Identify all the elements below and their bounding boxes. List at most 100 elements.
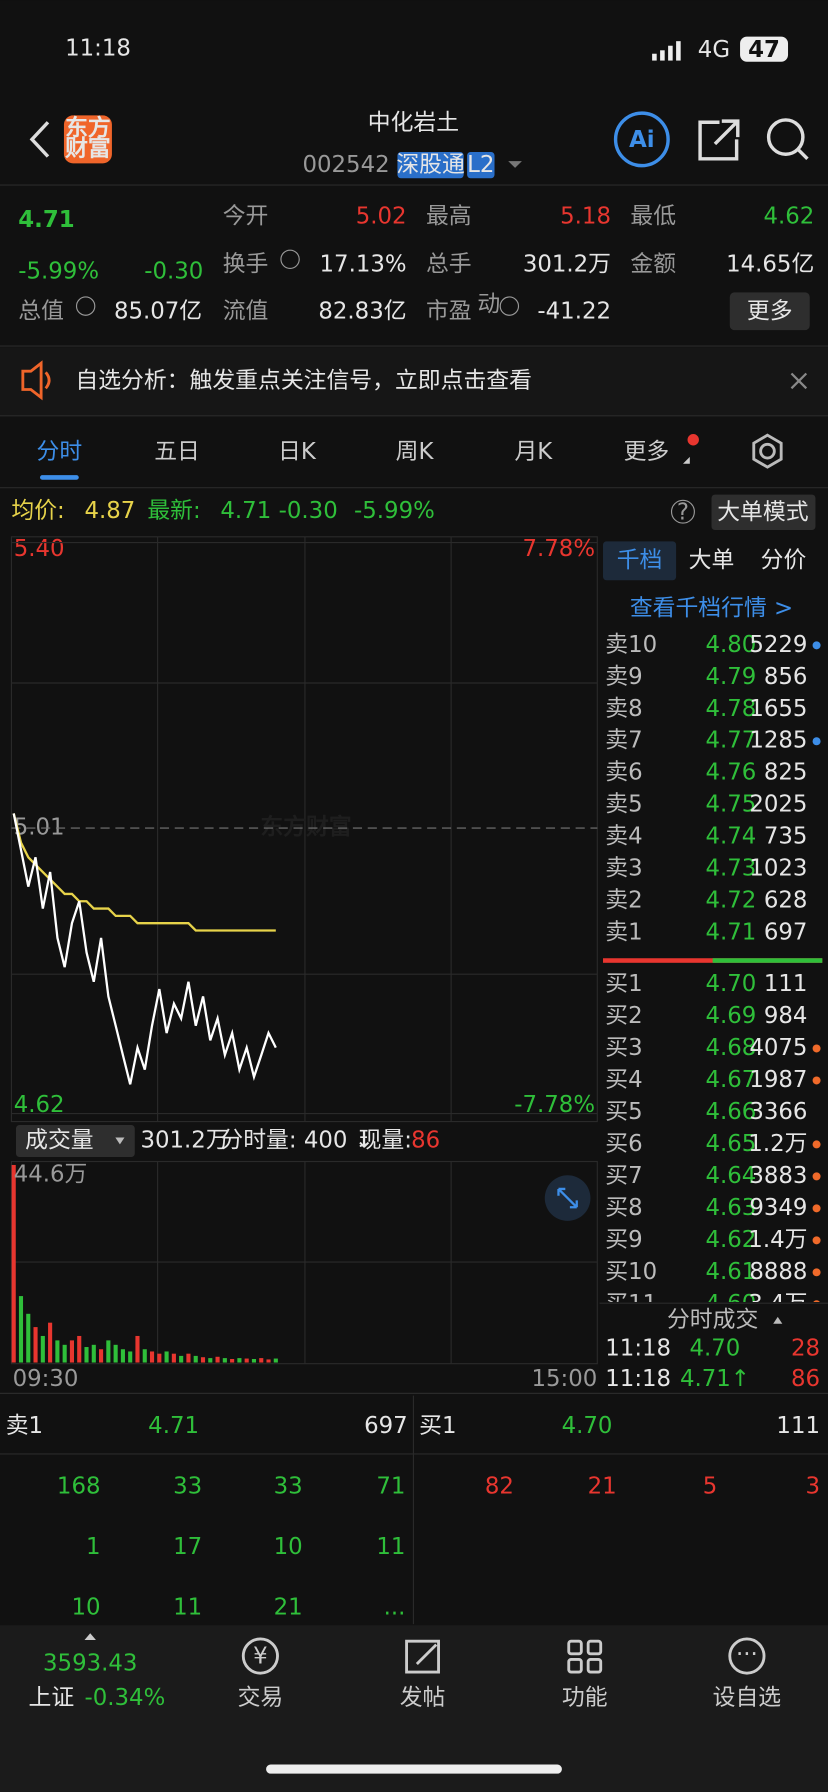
book-dot xyxy=(812,1204,821,1213)
volume-bar xyxy=(48,1322,53,1363)
volume-bar xyxy=(33,1327,38,1363)
volume-bar xyxy=(193,1355,198,1363)
level: L2 xyxy=(467,152,494,178)
trade-price: 4.71↑ xyxy=(680,1366,750,1392)
book-tab[interactable]: 千档 xyxy=(617,547,663,573)
search-button[interactable] xyxy=(766,118,809,161)
nav-icons xyxy=(241,1637,766,1675)
nav-item[interactable]: 设自选 xyxy=(713,1685,782,1711)
volume-bar xyxy=(77,1335,82,1363)
trades-toggle[interactable] xyxy=(773,1316,783,1324)
banner[interactable] xyxy=(0,347,828,416)
volume-bar xyxy=(157,1353,162,1363)
volume-bar xyxy=(179,1355,184,1363)
share-button[interactable] xyxy=(698,119,740,161)
help-button[interactable] xyxy=(670,499,695,524)
volume-bar xyxy=(40,1335,45,1363)
bottom-volume: 697 xyxy=(364,1413,408,1439)
tab[interactable]: 周K xyxy=(396,439,435,465)
book-level: 卖8 xyxy=(605,696,642,722)
logo-text: 东方 xyxy=(65,115,111,142)
queue-volume: 82 xyxy=(485,1474,514,1500)
stat-value: 4.62 xyxy=(763,204,814,230)
book-level: 卖4 xyxy=(605,824,642,850)
total-volume: 301.2万 xyxy=(140,1127,228,1153)
book-level: 卖9 xyxy=(605,664,642,690)
book-price: 4.68 xyxy=(706,1035,757,1061)
network: 4G xyxy=(698,37,730,63)
x-label-end: 15:00 xyxy=(532,1366,598,1392)
stat-label: 总值 xyxy=(18,298,64,324)
ai-icon: Ai xyxy=(629,127,655,153)
tab[interactable]: 分时 xyxy=(37,439,83,465)
volume-bar xyxy=(69,1340,75,1363)
bottom-volume: 111 xyxy=(776,1413,820,1439)
book-tab[interactable]: 大单 xyxy=(689,547,735,573)
volume-bar xyxy=(135,1335,140,1363)
book-price: 4.67 xyxy=(706,1067,757,1093)
tab[interactable]: 日K xyxy=(278,439,317,465)
volume-bar xyxy=(26,1313,31,1363)
book-volume: 2025 xyxy=(749,792,807,818)
book-volume: 825 xyxy=(764,760,808,786)
signal-icon xyxy=(652,41,681,61)
back-button[interactable] xyxy=(29,121,50,158)
logo-text: 财富 xyxy=(65,135,111,162)
stock-title: 中化岩土 xyxy=(368,110,459,136)
nav-item[interactable]: 功能 xyxy=(562,1685,608,1711)
latest-label: 最新: xyxy=(147,498,200,524)
nav-item[interactable]: 发帖 xyxy=(400,1685,446,1711)
book-divider-buy xyxy=(712,958,823,963)
book-price: 4.63 xyxy=(706,1195,757,1221)
book-dot xyxy=(812,1172,821,1181)
more-label: 更多 xyxy=(747,298,793,324)
book-volume: 984 xyxy=(764,1003,808,1029)
book-volume: 1023 xyxy=(749,856,807,882)
tag: 深股通 xyxy=(396,152,465,178)
volume-bar xyxy=(84,1347,89,1363)
queue-volume: 11 xyxy=(173,1595,202,1621)
tab[interactable]: 五日 xyxy=(154,439,200,465)
tag-box xyxy=(397,151,464,179)
book-link[interactable]: 查看千档行情 > xyxy=(630,595,793,621)
book-price: 4.61 xyxy=(706,1259,757,1285)
battery-icon xyxy=(740,36,789,62)
book-volume: 5229 xyxy=(749,632,807,658)
ai-button[interactable] xyxy=(613,111,670,168)
book-volume: 1.4万 xyxy=(748,1227,807,1253)
close-button[interactable] xyxy=(790,372,808,390)
trade-volume: 28 xyxy=(791,1335,820,1361)
pe-sup: 动 xyxy=(477,291,500,317)
book-volume: 4075 xyxy=(749,1035,807,1061)
nav-item[interactable]: 交易 xyxy=(238,1685,284,1711)
volume-selector[interactable] xyxy=(15,1124,135,1157)
book-level: 买1 xyxy=(605,971,642,997)
book-price: 4.78 xyxy=(706,696,757,722)
mode-button[interactable] xyxy=(711,494,816,530)
book-volume: 3.4万 xyxy=(748,1291,807,1317)
book-volume: 856 xyxy=(764,664,808,690)
more-button[interactable] xyxy=(729,292,810,331)
queue-volume: 1 xyxy=(86,1534,101,1560)
minute-volume: 分时量: 400 ↓ xyxy=(220,1127,373,1153)
book-price: 4.66 xyxy=(706,1099,757,1125)
info-icon[interactable] xyxy=(75,249,520,316)
tab[interactable]: 更多 xyxy=(624,439,670,465)
queue-volume: 10 xyxy=(274,1534,303,1560)
logo[interactable] xyxy=(63,115,112,164)
book-volume: 3883 xyxy=(749,1163,807,1189)
dropdown-icon[interactable] xyxy=(508,161,522,168)
stat-label: 市盈 xyxy=(426,298,472,324)
index-toggle[interactable] xyxy=(84,1633,96,1641)
stat-value: 85.07亿 xyxy=(114,298,202,324)
settings-button[interactable] xyxy=(752,433,783,469)
tab[interactable]: 月K xyxy=(514,439,553,465)
book-dot xyxy=(813,1300,820,1303)
stat-value: 17.13% xyxy=(320,252,407,278)
book-volume: 111 xyxy=(764,971,808,997)
book-dot xyxy=(812,1140,821,1149)
mode-label: 大单模式 xyxy=(717,499,808,525)
book-tab[interactable]: 分价 xyxy=(761,547,807,573)
volume-bar xyxy=(222,1358,227,1363)
book-tab-active[interactable] xyxy=(603,541,677,581)
